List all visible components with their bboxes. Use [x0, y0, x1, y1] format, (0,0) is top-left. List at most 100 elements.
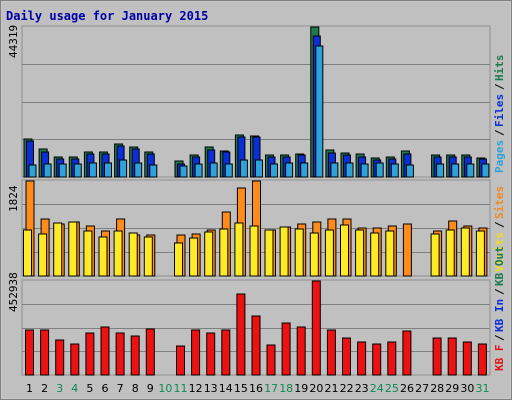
- bar-pages: [43, 163, 52, 178]
- x-tick-label: 28: [430, 382, 444, 395]
- bar-visits: [83, 230, 93, 277]
- legend-item: Files: [493, 94, 506, 127]
- bar-visits: [340, 224, 349, 277]
- bar-visits: [143, 236, 153, 277]
- legend-item: KB Out: [493, 246, 506, 286]
- bar-visits: [430, 233, 440, 277]
- bar-kb-f: [40, 329, 50, 376]
- bar-visits: [128, 232, 138, 277]
- bar-kb-f: [342, 337, 351, 376]
- bar-visits: [204, 231, 214, 277]
- bar-pages: [405, 164, 414, 178]
- bar-pages: [300, 162, 309, 178]
- x-tick-label: 30: [460, 382, 474, 395]
- bar-visits: [38, 233, 48, 277]
- bar-kb-f: [221, 329, 231, 376]
- bar-kb-f: [266, 344, 276, 376]
- legend-separator: /: [493, 129, 506, 136]
- bar-visits: [53, 222, 63, 277]
- bar-kb-f: [311, 280, 321, 376]
- x-tick-label: 9: [147, 382, 154, 395]
- x-tick-label: 31: [476, 382, 490, 395]
- bar-kb-f: [115, 332, 125, 376]
- y-max-label: 452938: [7, 272, 20, 312]
- x-axis-labels: 1 2 3 4 5 6 7 8 9 10 11 12 13 14 15 16 17 18 19 20 21 22 23 24 2…: [26, 382, 490, 395]
- legend-bottom: KB F / KB In / KB Out: [493, 246, 506, 371]
- bar-visits: [98, 236, 108, 277]
- bar-visits: [370, 232, 380, 277]
- x-tick-label: 5: [86, 382, 93, 395]
- bar-kb-f: [281, 322, 291, 376]
- bar-kb-f: [55, 339, 65, 376]
- bar-visits: [174, 242, 183, 277]
- legend-top: Pages/Files/Hits: [493, 55, 506, 174]
- legend-item: KB In: [493, 299, 506, 332]
- bar-pages: [179, 165, 188, 178]
- bar-kb-f: [432, 337, 442, 376]
- x-tick-label: 4: [71, 382, 78, 395]
- bar-kb-f: [100, 326, 110, 376]
- bar-visits: [264, 229, 274, 277]
- legend-item: Sites: [493, 186, 506, 219]
- bar-pages: [239, 159, 248, 178]
- bar-sites: [402, 223, 412, 277]
- x-tick-label: 14: [219, 382, 233, 395]
- bar-kb-f: [145, 328, 155, 376]
- x-tick-label: 26: [400, 382, 414, 395]
- x-tick-label: 17: [264, 382, 278, 395]
- bar-visits: [385, 230, 395, 277]
- bar-pages: [58, 163, 67, 178]
- legend-item: KB F: [493, 345, 506, 372]
- x-tick-label: 22: [340, 382, 354, 395]
- bar-kb-f: [372, 343, 382, 376]
- bar-visits: [249, 225, 259, 277]
- x-tick-label: 3: [56, 382, 63, 395]
- bar-kb-f: [206, 332, 216, 376]
- bar-pages: [481, 163, 490, 178]
- bar-pages: [149, 164, 158, 178]
- x-tick-label: 2: [41, 382, 48, 395]
- bar-pages: [330, 162, 339, 178]
- x-tick-label: 8: [132, 382, 139, 395]
- bar-kb-f: [447, 337, 457, 376]
- bar-visits: [475, 230, 485, 277]
- bar-visits: [294, 228, 304, 277]
- x-tick-label: 21: [325, 382, 339, 395]
- bar-visits: [324, 229, 334, 277]
- bar-pages: [119, 159, 128, 178]
- x-tick-label: 18: [279, 382, 293, 395]
- bar-kb-f: [130, 335, 140, 376]
- panels: 44319 1824 452938: [7, 25, 491, 376]
- x-tick-label: 1: [26, 382, 33, 395]
- x-tick-label: 25: [385, 382, 399, 395]
- legend-separator: /: [493, 334, 506, 341]
- bar-pages: [104, 162, 112, 178]
- bar-visits: [68, 221, 78, 277]
- bar-pages: [285, 162, 294, 178]
- x-tick-label: 29: [445, 382, 459, 395]
- x-tick-label: 13: [204, 382, 218, 395]
- bar-pages: [390, 163, 399, 178]
- x-tick-label: 23: [355, 382, 369, 395]
- bar-pages: [73, 163, 82, 178]
- x-tick-label: 12: [189, 382, 203, 395]
- bar-pages: [88, 162, 97, 178]
- bar-visits: [189, 237, 199, 277]
- bar-visits: [23, 229, 32, 277]
- bar-pages: [451, 163, 460, 178]
- y-max-label: 1824: [7, 185, 20, 212]
- bar-visits: [460, 227, 470, 277]
- legend-item: Visits: [493, 232, 506, 272]
- bar-visits: [279, 226, 289, 277]
- y-max-label: 44319: [7, 25, 20, 58]
- bar-visits: [309, 232, 319, 277]
- bar-visits: [113, 230, 123, 277]
- bar-kb-f: [176, 345, 185, 376]
- bar-pages: [28, 164, 37, 178]
- bar-kb-f: [387, 341, 397, 376]
- bar-visits: [234, 222, 244, 277]
- bar-kb-f: [357, 341, 367, 376]
- bar-pages: [375, 162, 384, 178]
- bar-kb-f: [402, 330, 412, 376]
